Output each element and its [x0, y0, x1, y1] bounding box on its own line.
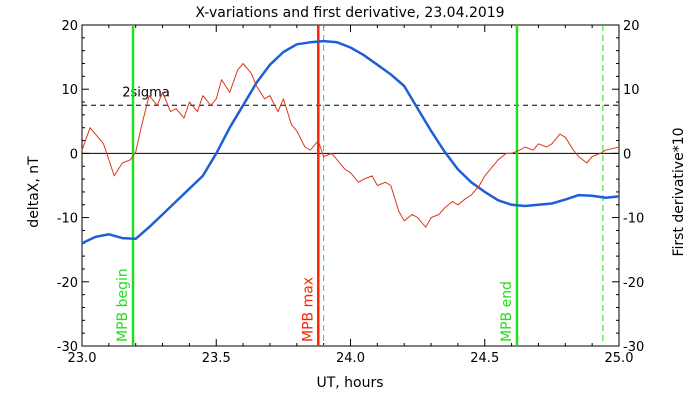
- marker-label-mpb-end: MPB end: [499, 281, 515, 342]
- y-tick-label-right: 10: [623, 83, 640, 98]
- deltax-line: [81, 39, 620, 245]
- y-tick-label-left: 0: [70, 147, 78, 162]
- y-tick-label-left: -20: [57, 276, 78, 291]
- y-tick-label-left: 10: [61, 83, 78, 98]
- y-tick-label-left: 20: [61, 19, 78, 34]
- right-axis-title: First derivative*10: [671, 127, 687, 256]
- marker-label-mpb-max: MPB max: [300, 277, 316, 342]
- y-tick-label-left: -10: [57, 212, 78, 227]
- marker-label-mpb-begin: MPB begin: [115, 268, 131, 342]
- y-tick-label-right: -20: [623, 276, 644, 291]
- x-tick-label: 25.0: [605, 351, 634, 366]
- chart-title: X-variations and first derivative, 23.04…: [195, 5, 504, 21]
- x-tick-label: 23.0: [68, 351, 97, 366]
- left-axis-title: deltaX, nT: [26, 156, 42, 228]
- x-tick-label: 23.5: [202, 351, 231, 366]
- x-axis-title: UT, hours: [316, 375, 383, 391]
- x-tick-label: 24.0: [336, 351, 365, 366]
- derivative-line: [81, 63, 620, 228]
- y-tick-label-right: -10: [623, 212, 644, 227]
- x-tick-label: 24.5: [470, 351, 499, 366]
- y-tick-label-right: 0: [623, 147, 631, 162]
- y-tick-label-right: 20: [623, 19, 640, 34]
- y-tick-label-left: -30: [57, 340, 78, 355]
- y-tick-label-right: -30: [623, 340, 644, 355]
